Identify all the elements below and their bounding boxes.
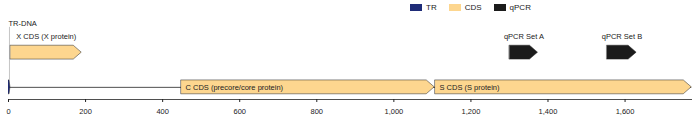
svg-text:400: 400 — [156, 107, 169, 116]
svg-text:200: 200 — [79, 107, 92, 116]
svg-text:0: 0 — [6, 107, 10, 116]
svg-text:800: 800 — [311, 107, 324, 116]
svg-text:1,200: 1,200 — [462, 107, 481, 116]
svg-text:600: 600 — [233, 107, 246, 116]
svg-text:X CDS (X protein): X CDS (X protein) — [16, 32, 77, 41]
html-text:qPCR: qPCR — [509, 2, 531, 12]
svg-text:1,000: 1,000 — [384, 107, 403, 116]
svg-text:TR-DNA: TR-DNA — [9, 19, 37, 28]
svg-text:qPCR Set B: qPCR Set B — [602, 32, 642, 41]
svg-text:C CDS (precore/core protein): C CDS (precore/core protein) — [186, 83, 284, 92]
svg-text:1,600: 1,600 — [616, 107, 635, 116]
html-text:TR: TR — [426, 2, 437, 12]
html-text:CDS: CDS — [464, 2, 482, 12]
svg-text:qPCR Set A: qPCR Set A — [504, 32, 544, 41]
svg-text:S CDS (S protein): S CDS (S protein) — [439, 83, 500, 92]
svg-text:1,400: 1,400 — [539, 107, 558, 116]
